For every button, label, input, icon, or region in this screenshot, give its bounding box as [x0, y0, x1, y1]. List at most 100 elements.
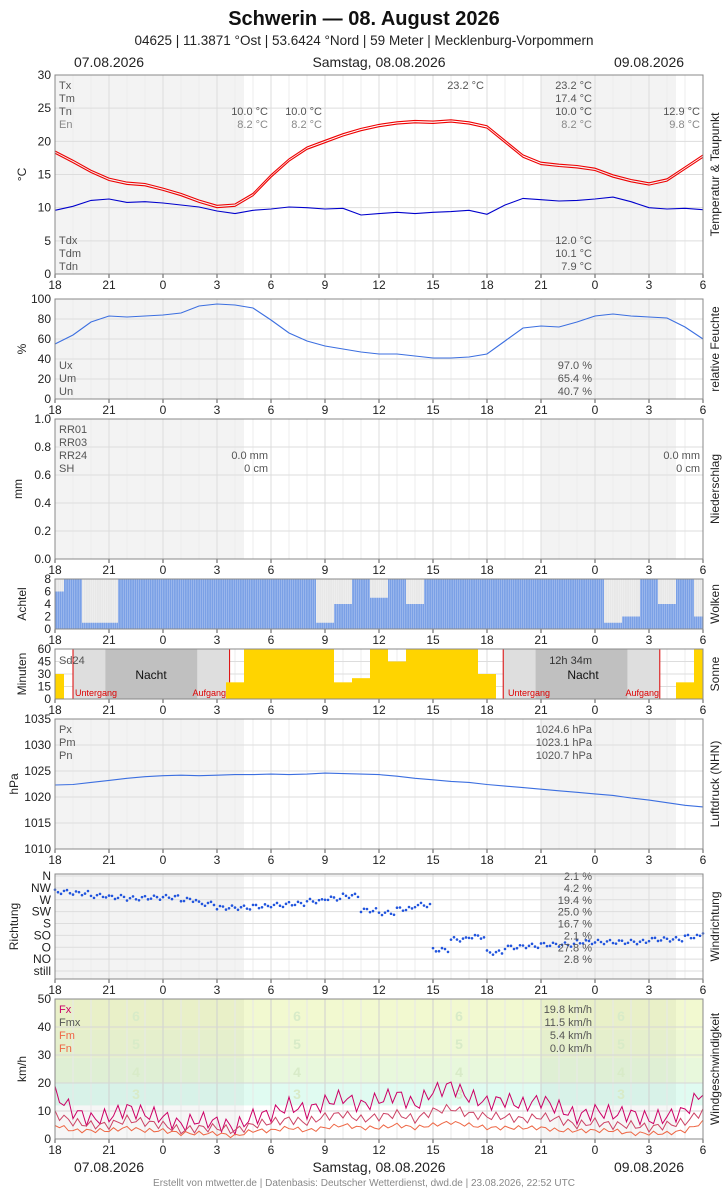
- wind-dir-point: [318, 899, 321, 902]
- x-tick-label: 6: [268, 633, 275, 647]
- cloud-bar: [406, 604, 424, 629]
- date-prev-top: 07.08.2026: [74, 54, 144, 70]
- wind-dir-point: [411, 907, 414, 910]
- wind-dir-point: [342, 892, 345, 895]
- cloud-bar: [82, 623, 100, 629]
- wind-dir-point: [282, 906, 285, 909]
- wind-dir-point: [498, 949, 501, 952]
- wind-dir-point: [126, 899, 129, 902]
- wind-dir-point: [228, 907, 231, 910]
- x-tick-label: 3: [214, 403, 221, 417]
- x-tick-label: 12: [372, 1143, 386, 1157]
- night-label: Nacht: [135, 668, 167, 682]
- cloud-bg: [82, 579, 100, 629]
- y-tick-label: 4: [44, 597, 51, 611]
- sunset-label: Untergang: [508, 688, 550, 698]
- wind-dir-point: [240, 906, 243, 909]
- cloud-bar: [316, 623, 334, 629]
- stat-label: Tdn: [59, 261, 78, 273]
- x-tick-label: 21: [534, 563, 548, 577]
- wind-dir-point: [354, 893, 357, 896]
- wind-dir-point: [324, 898, 327, 901]
- x-tick-label: 6: [268, 703, 275, 717]
- wind-dir-point: [402, 909, 405, 912]
- x-tick-label: 21: [534, 403, 548, 417]
- beaufort-label: 5: [455, 1036, 463, 1052]
- stat-main-tm: 17.4 °C: [555, 93, 592, 105]
- x-tick-label: 18: [480, 403, 494, 417]
- y-tick-label: 100: [31, 292, 51, 306]
- side-label: Wolken: [708, 584, 722, 624]
- direction-stat: 2.1 %: [564, 930, 592, 942]
- wind-dir-point: [489, 951, 492, 954]
- wind-dir-point: [339, 898, 342, 901]
- wind-dir-point: [699, 935, 702, 938]
- x-tick-label: 6: [268, 403, 275, 417]
- wind-dir-point: [174, 895, 177, 898]
- x-tick-label: 0: [592, 853, 599, 867]
- sun-bar: [316, 649, 334, 699]
- wind-dir-point: [642, 939, 645, 942]
- cloud-bar: [604, 623, 622, 629]
- wind-dir-point: [393, 913, 396, 916]
- wind-dir-point: [222, 905, 225, 908]
- wind-dir-point: [297, 901, 300, 904]
- stat-label: Fmx: [59, 1017, 81, 1029]
- y-axis-label: Minuten: [15, 653, 29, 696]
- stat-prev-rr24: 0.0 mm: [231, 450, 268, 462]
- stat-main-tx: 23.2 °C: [555, 80, 592, 92]
- x-tick-label: 21: [102, 853, 116, 867]
- stat-main-pm: 1023.1 hPa: [536, 737, 593, 749]
- y-tick-label: 1.0: [34, 412, 51, 426]
- wind-dir-point: [291, 904, 294, 907]
- x-tick-label: 6: [700, 1143, 707, 1157]
- wind-dir-point: [432, 947, 435, 950]
- side-label: relative Feuchte: [708, 306, 722, 392]
- beaufort-label: 6: [617, 1008, 625, 1024]
- wind-dir-point: [471, 937, 474, 940]
- stat-main-fmx: 11.5 km/h: [545, 1017, 593, 1029]
- x-tick-label: 18: [480, 278, 494, 292]
- y-tick-label: 60: [38, 332, 52, 346]
- wind-dir-point: [270, 906, 273, 909]
- x-tick-label: 9: [322, 278, 329, 292]
- stat-label: Um: [59, 373, 76, 385]
- x-tick-label: 21: [102, 403, 116, 417]
- wind-dir-point: [522, 944, 525, 947]
- side-label: Temperatur & Taupunkt: [708, 112, 722, 237]
- stat-main-tn: 10.0 °C: [555, 106, 592, 118]
- wind-dir-point: [225, 908, 228, 911]
- beaufort-label: 4: [293, 1064, 301, 1080]
- stat-main-pn: 1020.7 hPa: [536, 750, 593, 762]
- x-tick-label: 18: [480, 563, 494, 577]
- wind-dir-point: [66, 889, 69, 892]
- wind-dir-point: [363, 907, 366, 910]
- y-tick-label: 80: [38, 312, 52, 326]
- wind-dir-point: [309, 898, 312, 901]
- stat-label: Tn: [59, 106, 72, 118]
- wind-dir-point: [675, 936, 678, 939]
- wind-dir-point: [492, 953, 495, 956]
- stat-label: RR24: [59, 450, 87, 462]
- x-tick-label: 6: [700, 853, 707, 867]
- wind-dir-point: [261, 906, 264, 909]
- stat-next-en: 9.8 °C: [669, 119, 700, 131]
- x-tick-label: 3: [646, 853, 653, 867]
- x-tick-label: 15: [426, 563, 440, 577]
- x-tick-label: 0: [592, 278, 599, 292]
- stat-next-rr24: 0.0 mm: [663, 450, 700, 462]
- beaufort-label: 6: [293, 1008, 301, 1024]
- sun-bar: [262, 649, 280, 699]
- wind-dir-point: [645, 941, 648, 944]
- direction-stat: 27.8 %: [558, 942, 592, 954]
- sd-label: Sd24: [59, 655, 85, 667]
- stat-main-px: 1024.6 hPa: [536, 724, 593, 736]
- wind-dir-point: [123, 896, 126, 899]
- x-tick-label: 18: [48, 1143, 62, 1157]
- direction-stat: 19.4 %: [558, 895, 592, 907]
- panel-wind_speed: 010203040503456345634563456FxFmxFmFn19.8…: [15, 992, 722, 1157]
- wind-dir-point: [663, 936, 666, 939]
